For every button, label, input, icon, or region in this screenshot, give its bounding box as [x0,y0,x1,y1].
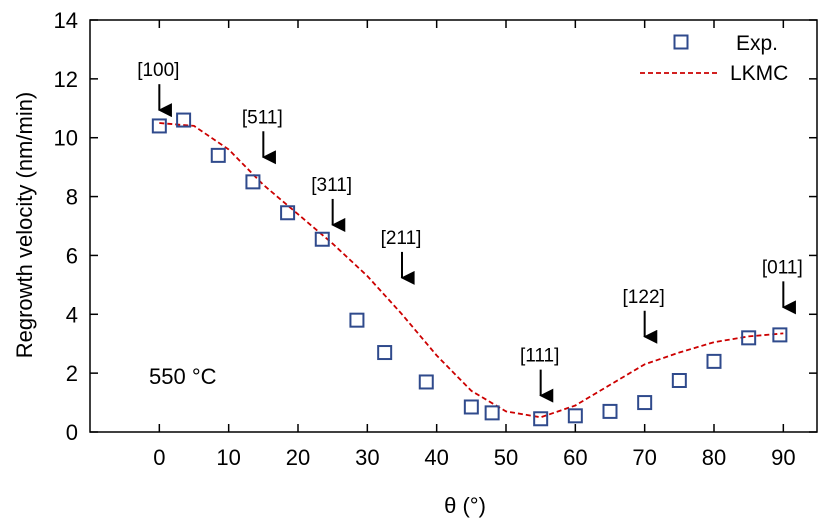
legend-exp-marker [673,34,689,50]
exp-data-point [210,147,226,163]
orientation-label: [211] [381,228,422,249]
exp-data-point [245,174,261,190]
exp-data-point [533,411,549,427]
exp-data-point [377,345,393,361]
legend-lkmc-label: LKMC [730,62,788,85]
orientation-label: [311] [311,175,352,196]
x-tick-label: 90 [771,445,795,470]
exp-data-point [484,405,500,421]
orientation-label: [100] [137,60,179,81]
exp-data-point [706,353,722,369]
legend-exp-label: Exp. [736,32,778,55]
x-tick-label: 10 [216,445,240,470]
x-tick-label: 0 [153,445,165,470]
x-tick-label: 20 [286,445,310,470]
exp-data-point [314,231,330,247]
orientation-label: [122] [623,287,665,308]
x-tick-label: 80 [702,445,726,470]
exp-data-point [671,373,687,388]
exp-data-point [418,374,434,390]
exp-data-point [567,408,583,424]
y-tick-label: 4 [66,302,78,327]
orientation-label: [111] [520,346,559,367]
x-axis-title: θ (°) [444,493,486,518]
y-tick-label: 12 [54,67,78,92]
x-tick-label: 50 [494,445,518,470]
exp-data-point [280,205,296,221]
y-tick-label: 2 [66,361,78,386]
exp-data-point [772,327,788,343]
exp-data-point [176,112,192,128]
lkmc-curve [159,122,784,419]
orientation-label: [011] [762,257,803,278]
y-tick-label: 6 [66,243,78,268]
x-tick-label: 40 [424,445,448,470]
exp-data-point [602,403,618,419]
y-tick-label: 8 [66,185,78,210]
y-axis-title: Regrowth velocity (nm/min) [12,92,37,359]
plot-frame [89,19,818,433]
exp-data-point [151,118,167,134]
exp-data-point [637,395,653,411]
x-tick-label: 30 [355,445,379,470]
x-tick-label: 70 [632,445,656,470]
y-tick-label: 0 [66,420,78,445]
y-tick-label: 14 [54,8,78,33]
orientation-label: [511] [242,107,283,128]
exp-data-point [463,399,479,415]
exp-data-point [741,330,757,346]
x-tick-label: 60 [563,445,587,470]
temperature-note: 550 °C [149,364,217,389]
y-tick-label: 10 [54,126,78,151]
exp-data-point [349,312,365,328]
